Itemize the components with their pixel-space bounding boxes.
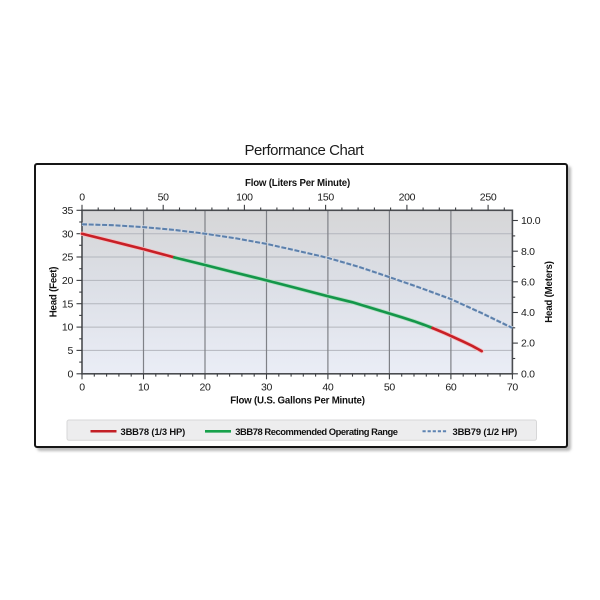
svg-text:3BB79 (1/2 HP): 3BB79 (1/2 HP) — [453, 426, 518, 437]
svg-text:50: 50 — [158, 192, 170, 204]
svg-text:15: 15 — [62, 298, 74, 310]
svg-text:2.0: 2.0 — [521, 338, 535, 350]
svg-text:60: 60 — [445, 381, 457, 393]
svg-text:3BB78 (1/3 HP): 3BB78 (1/3 HP) — [121, 426, 186, 437]
svg-text:10: 10 — [138, 381, 150, 393]
svg-text:35: 35 — [62, 205, 74, 217]
svg-text:8.0: 8.0 — [521, 246, 535, 258]
svg-text:5: 5 — [67, 345, 73, 357]
svg-text:10: 10 — [62, 322, 74, 334]
svg-text:100: 100 — [236, 192, 253, 204]
svg-text:20: 20 — [199, 381, 211, 393]
svg-text:40: 40 — [322, 381, 334, 393]
svg-text:Flow (Liters Per Minute): Flow (Liters Per Minute) — [245, 178, 350, 189]
svg-text:50: 50 — [384, 381, 396, 393]
svg-text:6.0: 6.0 — [521, 276, 535, 288]
svg-text:0: 0 — [79, 192, 85, 204]
svg-text:Head (Feet): Head (Feet) — [49, 267, 60, 318]
svg-text:30: 30 — [261, 381, 273, 393]
svg-text:4.0: 4.0 — [521, 307, 535, 319]
svg-text:30: 30 — [62, 228, 74, 240]
svg-text:Head (Meters): Head (Meters) — [544, 261, 555, 322]
svg-text:0.0: 0.0 — [521, 368, 535, 380]
svg-text:0: 0 — [79, 381, 85, 393]
svg-text:70: 70 — [507, 381, 519, 393]
svg-text:0: 0 — [67, 368, 73, 380]
svg-text:25: 25 — [62, 252, 74, 264]
svg-text:250: 250 — [480, 192, 497, 204]
svg-text:20: 20 — [62, 275, 74, 287]
svg-text:150: 150 — [317, 192, 334, 204]
svg-text:3BB78 Recommended Operating Ra: 3BB78 Recommended Operating Range — [235, 426, 398, 437]
svg-text:10.0: 10.0 — [521, 215, 541, 227]
svg-text:Flow (U.S. Gallons Per Minute): Flow (U.S. Gallons Per Minute) — [230, 396, 364, 407]
svg-text:200: 200 — [399, 192, 416, 204]
